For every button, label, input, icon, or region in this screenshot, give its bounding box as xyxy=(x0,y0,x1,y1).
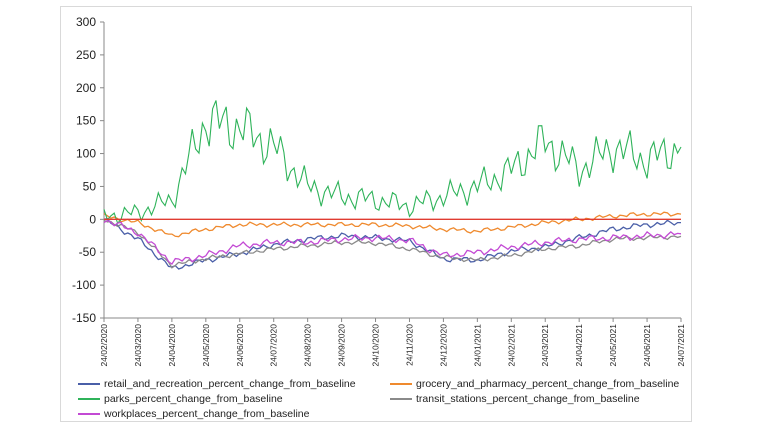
x-tick-label: 24/06/2020 xyxy=(235,324,245,367)
series-line-workplaces xyxy=(103,219,682,266)
legend-label-parks: parks_percent_change_from_baseline xyxy=(104,393,283,405)
legend-swatch-retail xyxy=(78,383,100,385)
legend-item-grocery: grocery_and_pharmacy_percent_change_from… xyxy=(390,378,679,390)
x-tick-label: 24/01/2021 xyxy=(472,324,482,367)
x-tick-label: 24/02/2020 xyxy=(99,324,109,367)
y-tick-label: 0 xyxy=(89,212,96,226)
series-line-parks xyxy=(103,100,682,225)
x-tick-label: 24/04/2020 xyxy=(167,324,177,367)
y-tick-label: 200 xyxy=(76,81,96,95)
legend-item-parks: parks_percent_change_from_baseline xyxy=(78,393,283,405)
x-tick-label: 24/12/2020 xyxy=(438,324,448,367)
x-tick-label: 24/07/2020 xyxy=(269,324,279,367)
legend-item-workplaces: workplaces_percent_change_from_baseline xyxy=(78,408,309,420)
series-lines xyxy=(103,100,682,270)
y-tick-label: -150 xyxy=(72,311,96,325)
y-tick-label: 250 xyxy=(76,48,96,62)
y-tick-label: 300 xyxy=(76,15,96,29)
axes xyxy=(100,21,682,322)
legend-swatch-grocery xyxy=(390,383,412,385)
legend-label-retail: retail_and_recreation_percent_change_fro… xyxy=(104,378,356,390)
x-tick-label: 24/03/2021 xyxy=(540,324,550,367)
y-tick-label: 100 xyxy=(76,147,96,161)
legend-swatch-parks xyxy=(78,398,100,400)
y-tick-label: -50 xyxy=(79,245,97,259)
x-tick-label: 24/09/2020 xyxy=(337,324,347,367)
legend-item-transit: transit_stations_percent_change_from_bas… xyxy=(390,393,640,405)
x-tick-label: 24/05/2020 xyxy=(201,324,211,367)
series-line-transit xyxy=(103,219,682,269)
x-tick-label: 24/04/2021 xyxy=(574,324,584,367)
y-tick-label: -100 xyxy=(72,278,96,292)
legend-swatch-transit xyxy=(390,398,412,400)
x-tick-label: 24/08/2020 xyxy=(303,324,313,367)
legend-item-retail: retail_and_recreation_percent_change_fro… xyxy=(78,378,356,390)
x-tick-label: 24/05/2021 xyxy=(608,324,618,367)
legend-swatch-workplaces xyxy=(78,413,100,415)
x-tick-label: 24/03/2020 xyxy=(133,324,143,367)
y-tick-label: 50 xyxy=(83,179,97,193)
x-tick-label: 24/06/2021 xyxy=(642,324,652,367)
series-line-grocery xyxy=(103,211,682,238)
legend-label-workplaces: workplaces_percent_change_from_baseline xyxy=(104,408,310,420)
x-tick-label: 24/02/2021 xyxy=(506,324,516,367)
x-tick-label: 24/11/2020 xyxy=(404,324,414,366)
series-line-retail xyxy=(103,217,681,270)
legend: retail_and_recreation_percent_change_fro… xyxy=(78,378,688,424)
legend-label-grocery: grocery_and_pharmacy_percent_change_from… xyxy=(416,378,680,390)
chart-frame xyxy=(60,6,692,422)
y-tick-label: 150 xyxy=(76,114,96,128)
legend-label-transit: transit_stations_percent_change_from_bas… xyxy=(416,393,640,405)
x-tick-label: 24/07/2021 xyxy=(676,324,686,367)
x-tick-label: 24/10/2020 xyxy=(371,324,381,367)
